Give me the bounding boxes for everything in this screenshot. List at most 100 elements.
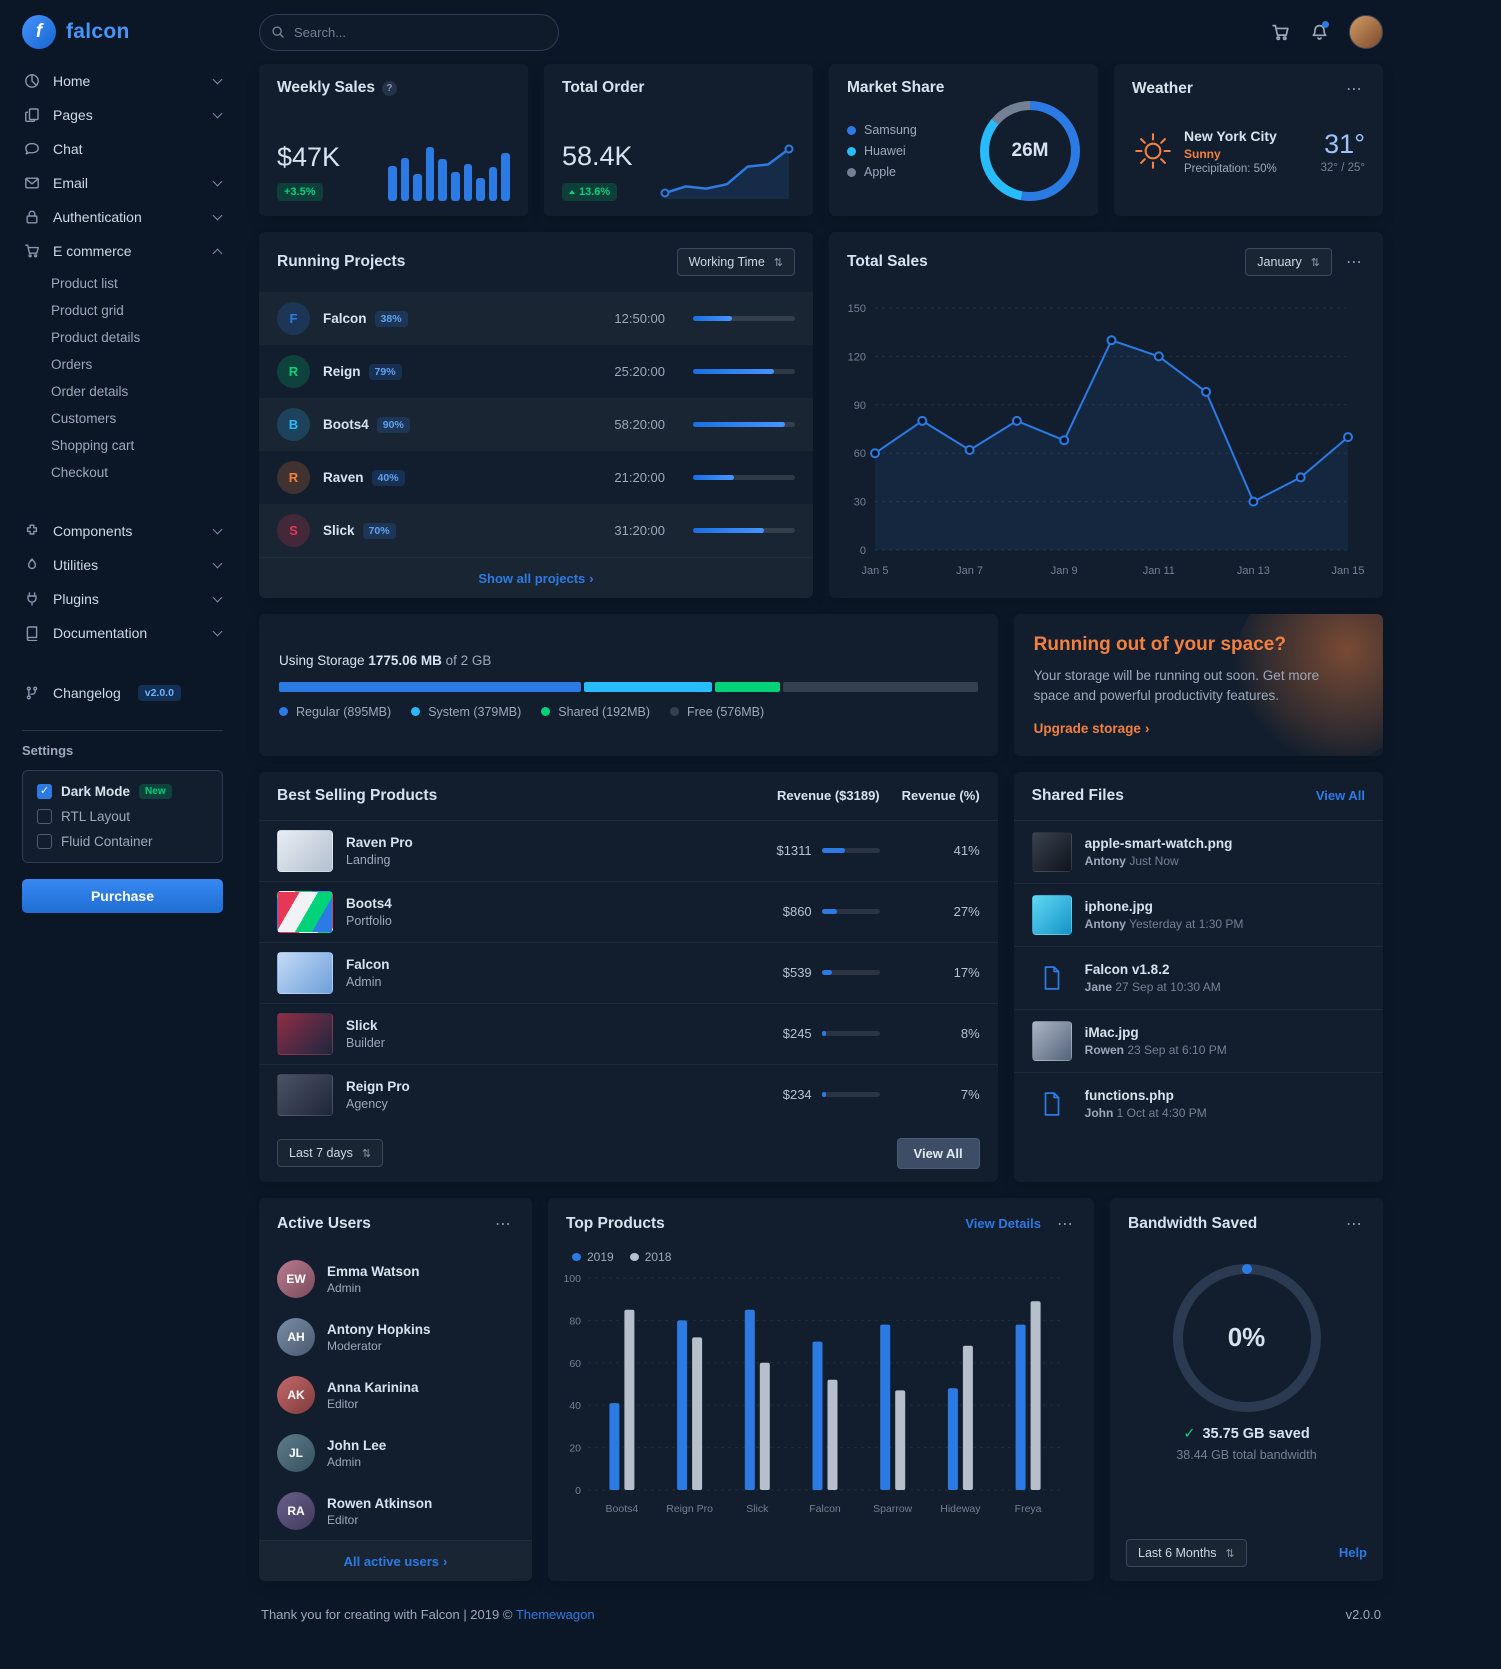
view-details-link[interactable]: View Details	[965, 1216, 1041, 1231]
progress-bar	[693, 369, 795, 374]
project-row: R Raven 40% 21:20:00	[259, 451, 813, 504]
view-all-link[interactable]: View All	[1315, 788, 1365, 803]
sidebar-item-shopping-cart[interactable]: Shopping cart	[51, 438, 135, 453]
file-name-link[interactable]: iphone.jpg	[1084, 899, 1153, 914]
ellipsis-menu-icon[interactable]	[1344, 79, 1365, 99]
project-name-link[interactable]: Falcon	[323, 311, 367, 326]
list-item: RA Rowen Atkinson Editor	[259, 1482, 532, 1540]
sidebar-item-product-grid[interactable]: Product grid	[51, 303, 124, 318]
weather-city: New York City	[1184, 127, 1277, 144]
last-7-days-select[interactable]: Last 7 days	[277, 1139, 384, 1167]
project-name-link[interactable]: Slick	[323, 523, 355, 538]
fluid-container-toggle[interactable]: Fluid Container	[37, 834, 208, 849]
sidebar-item-documentation[interactable]: Documentation	[22, 616, 223, 650]
weather-precipitation: Precipitation: 50%	[1184, 162, 1277, 175]
project-avatar: B	[277, 408, 310, 441]
puzzle-icon	[24, 522, 42, 540]
fluid-container-checkbox[interactable]	[37, 834, 52, 849]
themewagon-link[interactable]: Themewagon	[515, 1606, 595, 1622]
sidebar-divider	[22, 730, 223, 731]
sidebar-item-components[interactable]: Components	[22, 514, 223, 548]
sidebar-item-product-list[interactable]: Product list	[51, 276, 118, 291]
legend-item: Regular (895MB)	[279, 705, 391, 719]
help-icon[interactable]	[381, 80, 397, 96]
file-author: Antony	[1084, 854, 1126, 868]
sidebar-item-ecommerce[interactable]: E commerce	[22, 234, 223, 268]
list-item: AH Antony Hopkins Moderator	[259, 1308, 532, 1366]
sidebar-item-changelog[interactable]: Changelog v2.0.0	[22, 676, 223, 710]
sidebar-item-email[interactable]: Email	[22, 166, 223, 200]
file-thumbnail	[1031, 1020, 1072, 1061]
user-name-link[interactable]: John Lee	[327, 1437, 387, 1453]
month-select[interactable]: January	[1245, 248, 1332, 276]
chevron-down-icon	[212, 524, 223, 535]
svg-text:Freya: Freya	[1015, 1503, 1042, 1515]
product-name-link[interactable]: Boots4	[346, 896, 392, 911]
product-name-link[interactable]: Falcon	[346, 957, 390, 972]
search-input[interactable]	[259, 13, 559, 51]
product-name-link[interactable]: Raven Pro	[346, 835, 413, 850]
all-active-users-link[interactable]: All active users	[344, 1554, 448, 1569]
last-6-months-select[interactable]: Last 6 Months	[1126, 1538, 1247, 1567]
file-name-link[interactable]: functions.php	[1084, 1088, 1174, 1103]
rtl-layout-toggle[interactable]: RTL Layout	[37, 809, 208, 824]
user-name-link[interactable]: Emma Watson	[327, 1263, 420, 1279]
product-category: Landing	[346, 853, 391, 867]
user-name-link[interactable]: Rowen Atkinson	[327, 1495, 433, 1511]
working-time-select[interactable]: Working Time	[676, 248, 795, 276]
svg-text:Jan 9: Jan 9	[1051, 565, 1078, 577]
chevron-down-icon	[212, 210, 223, 221]
help-link[interactable]: Help	[1338, 1545, 1367, 1560]
sidebar-item-order-details[interactable]: Order details	[51, 384, 129, 399]
falcon-logo[interactable]: f falcon	[22, 0, 223, 64]
bandwidth-total-text: 38.44 GB total bandwidth	[1176, 1447, 1317, 1462]
file-name-link[interactable]: iMac.jpg	[1084, 1025, 1139, 1040]
code-branch-icon	[24, 684, 42, 702]
svg-text:Jan 5: Jan 5	[862, 565, 889, 577]
bell-icon[interactable]	[1310, 20, 1329, 42]
purchase-button[interactable]: Purchase	[22, 879, 223, 913]
sort-arrows-icon	[1311, 255, 1320, 269]
file-name-link[interactable]: apple-smart-watch.png	[1084, 836, 1233, 851]
user-name-link[interactable]: Anna Karinina	[327, 1379, 419, 1395]
card-title: Running Projects	[277, 253, 406, 270]
sidebar-item-plugins[interactable]: Plugins	[22, 582, 223, 616]
sidebar-item-customers[interactable]: Customers	[51, 411, 117, 426]
sidebar-item-checkout[interactable]: Checkout	[51, 465, 109, 480]
avatar[interactable]	[1349, 15, 1383, 49]
chevron-right-icon	[585, 571, 593, 586]
file-name-link[interactable]: Falcon v1.8.2	[1084, 962, 1170, 977]
rtl-layout-checkbox[interactable]	[37, 809, 52, 824]
ellipsis-menu-icon[interactable]	[1055, 1214, 1076, 1234]
svg-text:20: 20	[569, 1442, 581, 1454]
dark-mode-checkbox[interactable]	[37, 784, 52, 799]
ellipsis-menu-icon[interactable]	[493, 1214, 514, 1234]
legend-item: Free (576MB)	[670, 705, 764, 719]
sidebar-item-chat[interactable]: Chat	[22, 132, 223, 166]
show-all-projects-link[interactable]: Show all projects	[478, 571, 593, 586]
sidebar-item-authentication[interactable]: Authentication	[22, 200, 223, 234]
project-name-link[interactable]: Raven	[323, 470, 364, 485]
view-all-button[interactable]: View All	[896, 1137, 980, 1169]
svg-text:120: 120	[848, 351, 866, 363]
product-name-link[interactable]: Slick	[346, 1018, 378, 1033]
fluid-container-label: Fluid Container	[61, 834, 153, 849]
weather-range: 32° / 25°	[1320, 161, 1365, 174]
dark-mode-toggle[interactable]: Dark Mode New	[37, 784, 208, 799]
sidebar-item-product-details[interactable]: Product details	[51, 330, 141, 345]
sidebar-item-home[interactable]: Home	[22, 64, 223, 98]
upgrade-storage-link[interactable]: Upgrade storage	[1034, 721, 1363, 736]
project-name-link[interactable]: Reign	[323, 364, 361, 379]
upgrade-title: Running out of your space?	[1033, 634, 1286, 655]
project-name-link[interactable]: Boots4	[323, 417, 369, 432]
sidebar-item-pages[interactable]: Pages	[22, 98, 223, 132]
user-name-link[interactable]: Antony Hopkins	[327, 1321, 431, 1337]
sidebar-item-utilities[interactable]: Utilities	[22, 548, 223, 582]
ellipsis-menu-icon[interactable]	[1344, 252, 1365, 272]
sidebar-item-label: Plugins	[53, 591, 99, 607]
product-name-link[interactable]: Reign Pro	[346, 1079, 410, 1094]
ellipsis-menu-icon[interactable]	[1344, 1214, 1365, 1234]
main-area: Weekly Sales $47K +3.5% Total Order	[235, 0, 1501, 1669]
sidebar-item-orders[interactable]: Orders	[51, 357, 93, 372]
cart-icon[interactable]	[1271, 23, 1290, 42]
